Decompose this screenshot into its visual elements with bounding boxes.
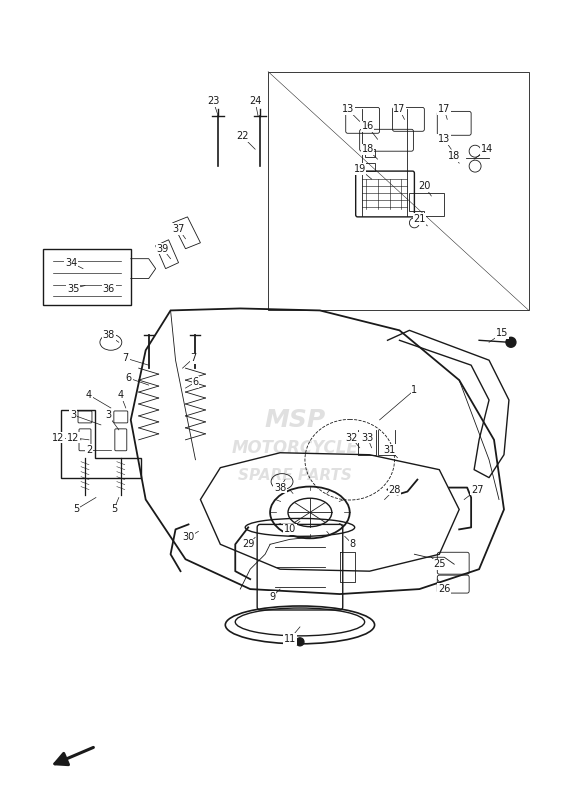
Text: 6: 6 [126,373,132,383]
Text: 12: 12 [67,433,79,443]
Text: 9: 9 [269,592,275,602]
Text: MOTORCYCLE: MOTORCYCLE [231,438,358,457]
Text: 12: 12 [52,433,64,443]
Text: 2: 2 [86,445,92,454]
Text: 36: 36 [103,283,115,294]
Text: 13: 13 [438,134,451,144]
Text: 13: 13 [342,104,354,114]
Text: 7: 7 [122,354,129,363]
Text: 23: 23 [207,97,220,106]
Text: 37: 37 [172,224,184,234]
Text: 14: 14 [481,144,493,154]
Text: 11: 11 [284,634,296,644]
Text: 16: 16 [361,122,374,131]
Text: MSP: MSP [264,408,325,432]
Text: 29: 29 [242,539,255,550]
Text: 3: 3 [105,410,111,420]
Text: 38: 38 [103,330,115,340]
Circle shape [296,638,304,646]
Text: 19: 19 [354,164,366,174]
Text: 22: 22 [236,131,248,142]
Text: 8: 8 [350,539,356,550]
Text: 28: 28 [388,485,401,494]
Text: 35: 35 [67,283,79,294]
Text: 27: 27 [471,485,483,494]
Text: 3: 3 [70,410,76,420]
Circle shape [506,338,516,347]
Text: SPARE PARTS: SPARE PARTS [238,468,352,483]
Text: 4: 4 [118,390,124,400]
Text: 31: 31 [383,445,396,454]
Text: 10: 10 [284,524,296,534]
Text: 39: 39 [157,244,169,254]
Text: 15: 15 [496,328,508,338]
Text: 33: 33 [361,433,374,443]
Text: 30: 30 [182,532,195,542]
Text: 6: 6 [193,377,198,387]
Text: 17: 17 [393,104,405,114]
Text: 1: 1 [411,385,418,395]
Text: 17: 17 [438,104,451,114]
Text: 20: 20 [418,181,430,191]
Text: 5: 5 [111,505,117,514]
Text: 38: 38 [274,482,286,493]
Text: 26: 26 [438,584,451,594]
Text: 18: 18 [361,144,374,154]
Text: 4: 4 [86,390,92,400]
Text: 25: 25 [433,559,445,570]
Text: 21: 21 [413,214,426,224]
Text: 34: 34 [65,258,77,268]
Text: 5: 5 [73,505,79,514]
Text: 24: 24 [249,97,262,106]
Text: 18: 18 [448,151,461,161]
Text: 32: 32 [346,433,358,443]
Text: 7: 7 [190,354,197,363]
